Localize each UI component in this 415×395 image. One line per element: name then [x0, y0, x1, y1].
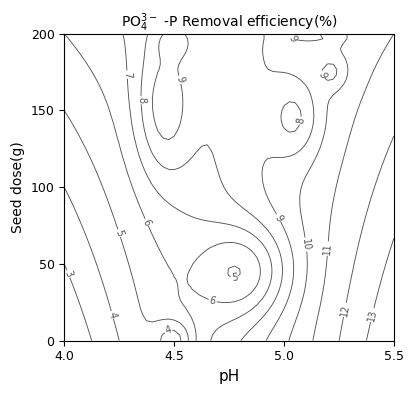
Text: 9: 9 — [273, 213, 284, 223]
Y-axis label: Seed dose(g): Seed dose(g) — [11, 141, 25, 233]
Text: 9: 9 — [287, 34, 299, 44]
X-axis label: pH: pH — [218, 369, 240, 384]
Title: PO$_4^{3-}$ -P Removal efficiency(%): PO$_4^{3-}$ -P Removal efficiency(%) — [121, 11, 337, 34]
Text: 12: 12 — [339, 303, 351, 317]
Text: 10: 10 — [300, 238, 312, 251]
Text: 4: 4 — [164, 325, 173, 336]
Text: 3: 3 — [63, 269, 74, 279]
Text: 9: 9 — [174, 75, 186, 84]
Text: 6: 6 — [141, 218, 152, 227]
Text: 7: 7 — [122, 71, 132, 78]
Text: 5: 5 — [231, 273, 238, 283]
Text: 4: 4 — [107, 311, 118, 319]
Text: 5: 5 — [113, 229, 125, 238]
Text: 11: 11 — [322, 242, 333, 255]
Text: 8: 8 — [136, 97, 146, 103]
Text: 13: 13 — [366, 308, 378, 322]
Text: 8: 8 — [295, 117, 306, 124]
Text: 9: 9 — [316, 70, 328, 79]
Text: 6: 6 — [208, 295, 217, 307]
